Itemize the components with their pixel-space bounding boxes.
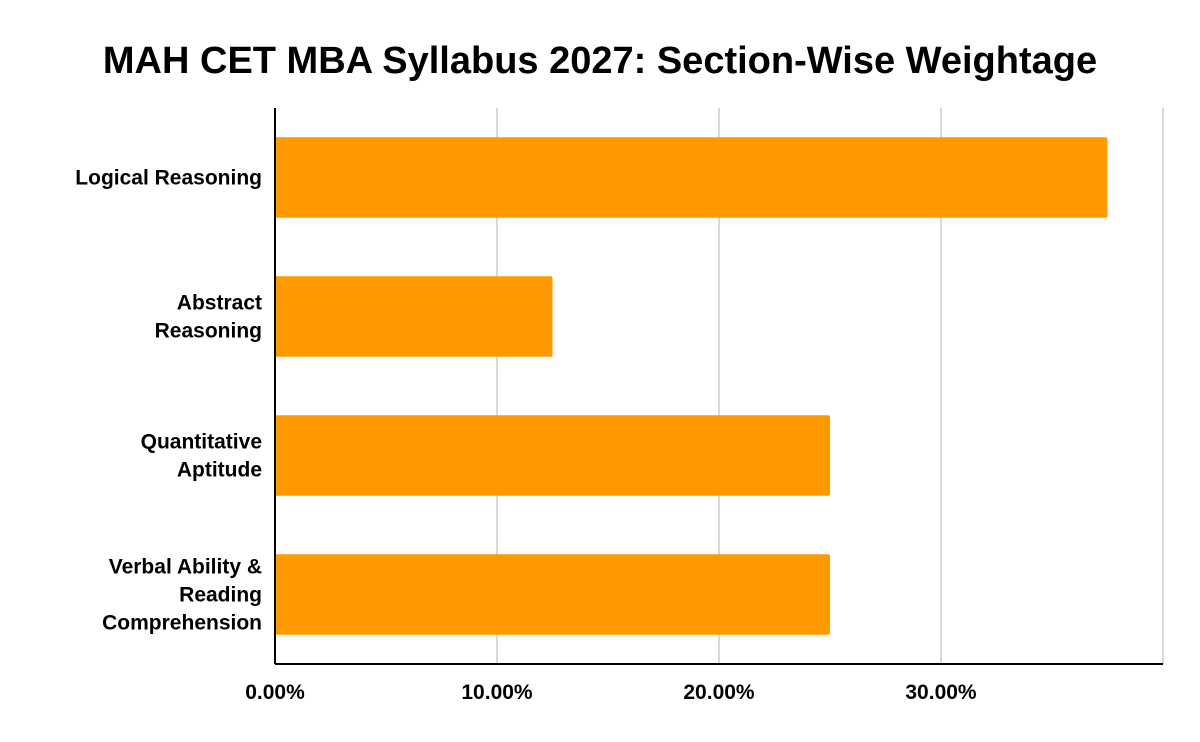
- tick-labels: 0.00% 10.00% 20.00% 30.00%: [245, 681, 977, 704]
- category-label: Verbal Ability & Reading Comprehension: [102, 556, 262, 635]
- x-tick-label: 10.00%: [461, 681, 533, 704]
- x-tick-label: 20.00%: [683, 681, 755, 704]
- category-label: Logical Reasoning: [75, 167, 262, 190]
- category-label: Abstract Reasoning: [155, 292, 262, 343]
- bar-1: [275, 137, 1108, 218]
- chart-title: MAH CET MBA Syllabus 2027: Section-Wise …: [102, 40, 1098, 82]
- category-label: Quantitative Aptitude: [141, 431, 262, 482]
- x-tick-label: 0.00%: [245, 681, 305, 704]
- bars: [275, 137, 1108, 635]
- bar-2: [275, 276, 553, 357]
- axes: [274, 108, 1163, 665]
- bar-4: [275, 554, 830, 635]
- category-labels: Logical Reasoning Abstract Reasoning Quanti…: [75, 167, 262, 635]
- bar-3: [275, 415, 830, 496]
- x-tick-label: 30.00%: [905, 681, 977, 704]
